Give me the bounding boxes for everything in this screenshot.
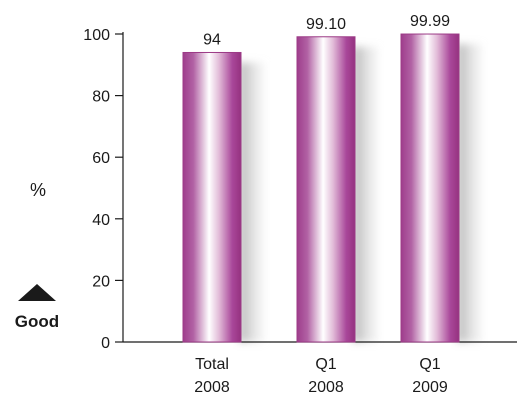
data-labels: 94 99.10 99.99: [203, 13, 450, 48]
triangle-up-icon: [18, 284, 56, 301]
bar-shadow: [239, 62, 265, 342]
bar-value-label: 99.10: [306, 16, 346, 33]
category-label-line1: Q1: [419, 356, 440, 373]
good-label: Good: [15, 312, 59, 331]
bar: [400, 33, 460, 343]
bar-value-label: 99.99: [410, 13, 450, 30]
bars: [182, 33, 460, 343]
bar-shadow: [353, 46, 379, 342]
bar-value-label: 94: [203, 31, 221, 48]
y-tick-label: 80: [92, 89, 110, 106]
bar: [182, 51, 242, 343]
category-label-line2: 2008: [308, 379, 344, 396]
y-tick-label: 60: [92, 150, 110, 167]
category-label-line2: 2009: [412, 379, 448, 396]
y-tick-label: 40: [92, 212, 110, 229]
bar-shadow: [457, 44, 483, 343]
bar-shadows: [239, 44, 483, 343]
y-axis-label: %: [30, 180, 46, 200]
y-tick-label: 100: [83, 27, 110, 44]
bar: [296, 36, 356, 343]
category-label-line2: 2008: [194, 379, 230, 396]
category-label-line1: Total: [195, 356, 229, 373]
category-labels: Total 2008 Q1 2008 Q1 2009: [194, 356, 448, 396]
y-ticks: 0 20 40 60 80 100: [83, 27, 123, 352]
y-tick-label: 20: [92, 273, 110, 290]
good-indicator: Good: [15, 284, 59, 331]
category-label-line1: Q1: [315, 356, 336, 373]
y-tick-label: 0: [101, 335, 110, 352]
